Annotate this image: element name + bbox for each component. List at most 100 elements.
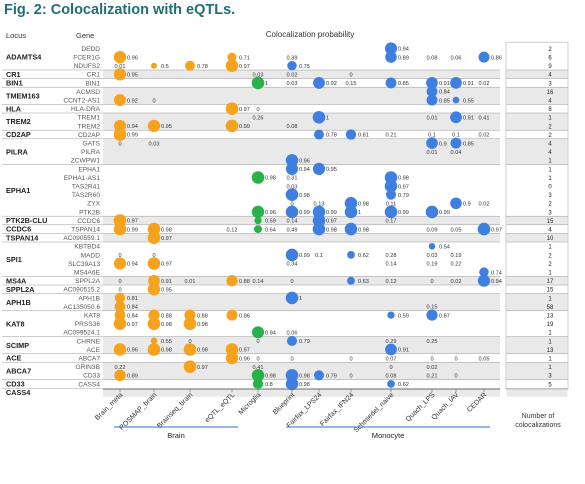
gene-label-ace: ACE (86, 347, 100, 354)
coloc-dot (254, 225, 262, 234)
gene-label-epha1: EPHA1 (78, 166, 100, 173)
locus-band (103, 233, 500, 242)
coloc-dot (384, 205, 398, 219)
count-value: 4 (548, 150, 552, 156)
coloc-value: 0.9 (463, 202, 471, 208)
coloc-value: 0.17 (386, 219, 397, 225)
coloc-dot (225, 102, 239, 115)
coloc-value: 0.95 (127, 73, 138, 79)
gene-label-ndufs2: NDUFS2 (74, 63, 101, 70)
coloc-value: 0.19 (427, 262, 438, 268)
locus-band (103, 87, 500, 105)
count-value: 4 (548, 228, 552, 234)
coloc-value: 0.08 (287, 124, 298, 130)
count-value: 2 (548, 47, 552, 53)
gene-label-trem2: TREM2 (78, 123, 101, 130)
gene-label-ac099524-1: AC099524.1 (63, 330, 100, 337)
coloc-dot (344, 222, 358, 236)
coloc-value: 0.01 (427, 150, 438, 156)
coloc-value: 0.49 (287, 227, 298, 233)
coloc-value: 0.97 (197, 365, 208, 371)
coloc-value: 1 (358, 210, 361, 216)
count-column-label: Number of colocalizations (515, 413, 561, 429)
coloc-dot (147, 119, 161, 133)
coloc-value: 0.03 (149, 141, 160, 147)
coloc-value: 0.22 (451, 262, 462, 268)
locus-label-abca7: ABCA7 (6, 367, 31, 376)
count-value: 1 (548, 245, 552, 251)
gene-label-kat8: KAT8 (84, 313, 100, 320)
coloc-dot (114, 94, 126, 107)
figure-title: Fig. 2: Colocalization with eQTLs. (4, 2, 236, 18)
coloc-value: 0.15 (427, 305, 438, 311)
coloc-value: 0.97 (239, 107, 250, 113)
count-value: 4 (548, 142, 552, 148)
count-value: 4 (548, 73, 552, 79)
coloc-value: 0.62 (358, 253, 369, 259)
coloc-value: 0 (152, 253, 155, 259)
coloc-value: 0.98 (299, 193, 310, 199)
locus-label-adamts4: ADAMTS4 (6, 53, 42, 62)
count-value: 58 (547, 305, 554, 311)
coloc-dot (450, 111, 462, 124)
gene-label-gats: GATS (83, 141, 101, 148)
coloc-dot (226, 275, 238, 287)
gene-label-ac090515-2: AC090515.2 (63, 287, 100, 294)
coloc-dot (285, 188, 299, 201)
count-value: 13 (547, 348, 554, 354)
coloc-value: 0.97 (161, 236, 172, 242)
coloc-value: 0 (290, 202, 293, 208)
locus-label-aph1b: APH1B (6, 298, 31, 307)
coloc-value: 0.59 (265, 219, 276, 225)
coloc-value: 0.19 (451, 253, 462, 259)
coloc-dot (478, 51, 490, 63)
locus-band (103, 70, 500, 79)
coloc-value: 0.97 (326, 219, 337, 225)
count-value: 19 (547, 322, 554, 328)
gene-label-ptk2b: PTK2B (79, 209, 100, 216)
coloc-dot (426, 309, 438, 321)
coloc-value: 0.21 (386, 133, 397, 139)
coloc-dot (479, 267, 489, 277)
gene-label-sppl2a: SPPL2A (75, 278, 101, 285)
gene-label-cd33: CD33 (83, 373, 100, 380)
coloc-value: 0.02 (479, 81, 490, 87)
column-label-rosmap-brain: ROSMAP_brain (118, 392, 158, 432)
coloc-value: 0.84 (439, 90, 450, 96)
count-value: 1 (548, 365, 552, 371)
gene-label-hla-dra: HLA-DRA (71, 106, 101, 113)
gene-label-ac135050-6: AC135050.6 (63, 304, 100, 311)
coloc-dot (287, 60, 297, 71)
locus-band (506, 388, 568, 397)
coloc-dot (477, 274, 491, 287)
coloc-dot (387, 311, 395, 319)
coloc-value: 0.96 (299, 159, 310, 165)
coloc-value: 0.94 (398, 47, 409, 53)
locus-label-cr1: CR1 (6, 70, 21, 79)
count-value: 1 (548, 331, 552, 337)
coloc-dot (227, 52, 237, 62)
coloc-value: 0.63 (358, 279, 369, 285)
coloc-value: 0.01 (185, 279, 196, 285)
coloc-dot (113, 317, 127, 330)
count-value: 0 (548, 185, 552, 191)
coloc-dot (312, 205, 326, 219)
coloc-value: 0.14 (253, 279, 264, 285)
coloc-value: 0.28 (386, 253, 397, 259)
coloc-value: 0.1 (452, 133, 460, 139)
coloc-value: 0.01 (427, 116, 438, 122)
count-value: 3 (548, 193, 552, 199)
coloc-value: 0.59 (398, 313, 409, 319)
coloc-value: 0.81 (358, 133, 369, 139)
coloc-dot (183, 317, 197, 331)
coloc-value: 0 (454, 374, 457, 380)
locus-label-ms4a: MS4A (6, 276, 27, 285)
coloc-dot (314, 129, 324, 140)
gene-label-zyx: ZYX (87, 201, 100, 208)
gene-label-cr1: CR1 (87, 72, 101, 79)
coloc-value: 0.02 (479, 133, 490, 139)
coloc-dot (183, 360, 197, 373)
count-value: 13 (547, 314, 554, 320)
count-value: 3 (548, 374, 552, 380)
coloc-dot (114, 369, 126, 382)
